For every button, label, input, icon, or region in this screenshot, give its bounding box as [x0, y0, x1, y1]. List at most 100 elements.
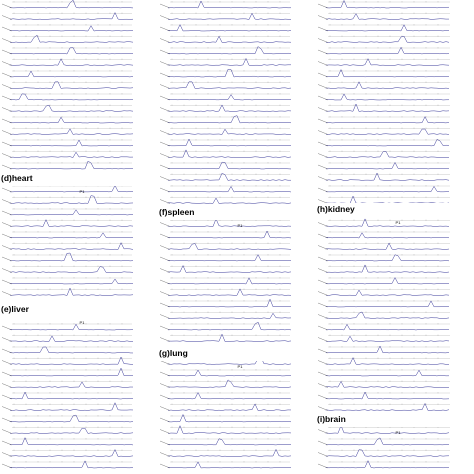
trace-line [167, 425, 292, 434]
trace-start [317, 394, 329, 400]
trace-start [159, 337, 171, 342]
trace [1, 81, 134, 89]
peak-label: P1 [238, 223, 244, 228]
trace-start [159, 279, 171, 285]
peak-label: P1 [396, 220, 402, 225]
trace-start [159, 314, 171, 319]
panel-label: (e)liver [1, 304, 30, 314]
trace-line [9, 25, 134, 32]
trace-line [167, 69, 292, 78]
trace-line [167, 254, 292, 262]
trace-line [325, 161, 450, 170]
trace-line [167, 149, 292, 158]
trace-start [317, 440, 329, 446]
trace-line [167, 81, 292, 89]
trace-line [325, 449, 450, 457]
trace-line [167, 264, 292, 273]
trace-start [159, 118, 171, 124]
trace-line [325, 195, 450, 204]
trace-start [159, 245, 171, 250]
trace [317, 369, 450, 377]
trace-start [1, 84, 13, 89]
trace-line [9, 0, 134, 9]
trace-line [325, 289, 450, 296]
trace-start [317, 153, 329, 158]
panel-heading-bg [316, 203, 468, 217]
trace [159, 277, 292, 285]
trace-start [159, 130, 171, 135]
trace-start [159, 26, 171, 32]
trace-start [159, 61, 171, 66]
trace [317, 357, 450, 365]
trace-line [325, 300, 450, 308]
trace [1, 93, 134, 101]
trace-start [317, 222, 329, 227]
trace [1, 70, 134, 78]
trace-line [9, 266, 134, 273]
trace [317, 323, 450, 331]
trace-start [159, 268, 171, 273]
trace-start [159, 84, 171, 89]
trace-start [1, 49, 13, 55]
trace [159, 333, 292, 342]
trace-line [325, 323, 450, 331]
trace [317, 402, 450, 411]
trace-line [9, 232, 134, 239]
trace [1, 367, 134, 377]
trace-start [317, 26, 329, 32]
trace-line [9, 278, 134, 285]
trace-start [1, 440, 13, 446]
trace [317, 277, 450, 285]
trace-start [317, 15, 329, 20]
trace-line [167, 218, 292, 227]
trace-start [1, 291, 13, 296]
trace-start [317, 279, 329, 285]
trace [1, 426, 134, 434]
trace [1, 139, 134, 147]
trace-start [159, 429, 171, 434]
trace [1, 287, 134, 296]
trace-line [9, 381, 134, 388]
trace [317, 264, 450, 273]
trace [159, 461, 292, 469]
trace [159, 0, 292, 9]
peak-label: P1 [80, 320, 86, 325]
trace-start [317, 463, 329, 469]
trace-line [9, 93, 134, 101]
trace [317, 116, 450, 124]
trace-line [167, 379, 292, 388]
trace-line [167, 243, 292, 250]
trace [317, 195, 450, 204]
trace-line [9, 70, 134, 78]
trace [1, 58, 134, 66]
trace-line [9, 104, 134, 112]
trace-line [325, 185, 450, 193]
trace [159, 425, 292, 434]
trace-start [1, 279, 13, 285]
trace-start [159, 222, 171, 227]
panel-heading-bg [0, 172, 150, 186]
trace-line [325, 24, 450, 32]
trace-start [1, 360, 13, 365]
trace [1, 402, 134, 411]
trace-line [167, 391, 292, 400]
trace-start [1, 38, 13, 43]
trace-start [1, 452, 13, 457]
trace-line [167, 356, 292, 365]
trace-start [159, 164, 171, 170]
trace [317, 58, 450, 66]
trace [159, 438, 292, 446]
trace-start [159, 394, 171, 400]
trace-start [159, 417, 171, 423]
panel-heading-bg [158, 206, 308, 220]
trace [159, 161, 292, 170]
trace [317, 103, 450, 112]
trace-start [1, 325, 13, 331]
trace-line [325, 103, 450, 112]
trace [1, 437, 134, 446]
trace-line [325, 128, 450, 135]
trace [1, 334, 134, 342]
trace-line [325, 13, 450, 20]
trace-start [159, 325, 171, 331]
trace-line [9, 367, 134, 377]
